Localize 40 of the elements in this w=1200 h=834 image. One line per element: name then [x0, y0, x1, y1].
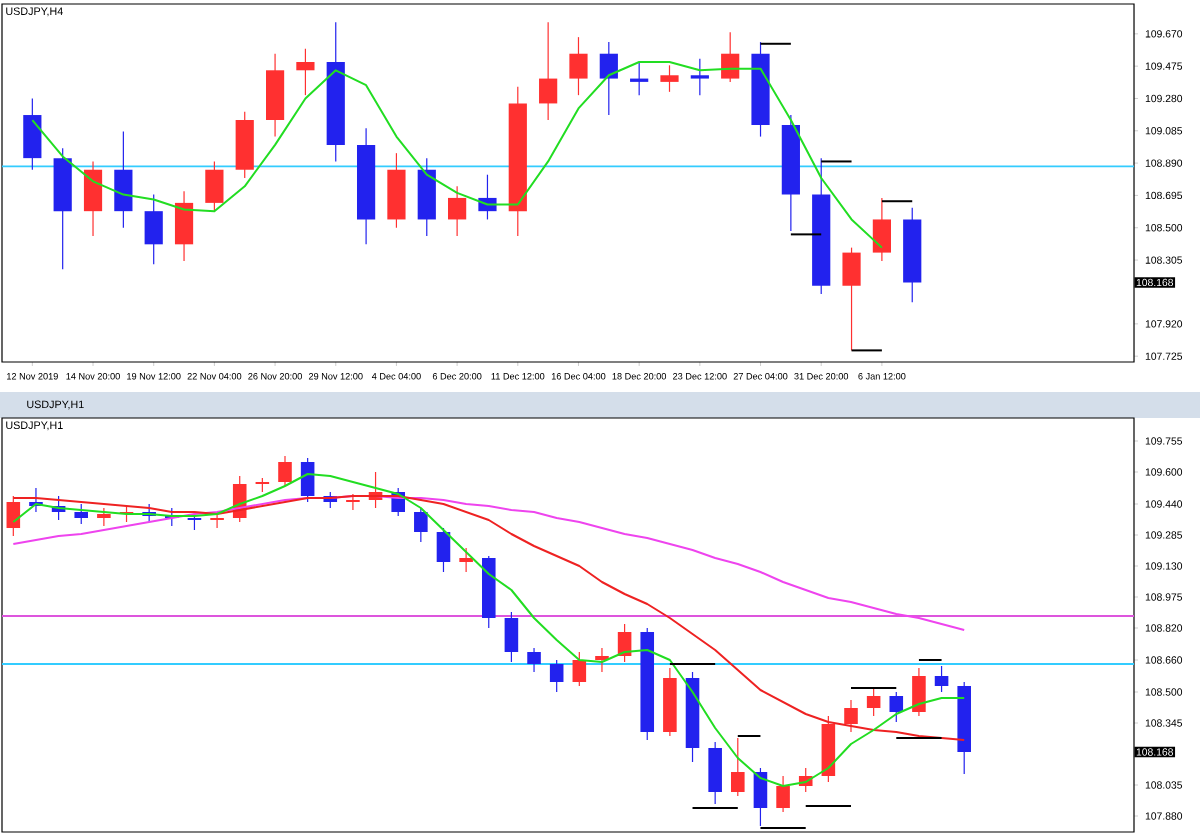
candlestick [414, 507, 428, 543]
candlestick [539, 21, 558, 121]
candlestick [595, 647, 609, 673]
candlestick [866, 687, 881, 717]
candlestick [660, 64, 679, 93]
candlestick [210, 513, 224, 529]
candlestick [569, 36, 588, 96]
candlestick [346, 493, 360, 511]
candlestick [174, 190, 194, 262]
candlestick [205, 160, 224, 212]
candlestick [83, 160, 103, 237]
candlestick [144, 193, 163, 265]
candlestick [872, 197, 891, 262]
candlestick [504, 611, 519, 663]
candlestick [572, 651, 587, 687]
candlestick [776, 775, 790, 813]
candlestick [549, 659, 564, 693]
candlestick [6, 495, 21, 537]
candlestick [74, 503, 89, 525]
candlestick [912, 667, 926, 717]
candlestick [300, 457, 315, 503]
candlestick [842, 247, 861, 351]
candlestick [114, 131, 133, 229]
candlestick [708, 741, 722, 805]
candlestick [721, 31, 740, 83]
candlestick [844, 699, 858, 733]
candlestick [436, 527, 451, 573]
candlestick [690, 58, 709, 96]
candlestick [459, 547, 473, 573]
candlestick [934, 665, 949, 693]
candlestick [599, 41, 618, 116]
candlestick [527, 647, 541, 673]
candlestick [296, 48, 315, 96]
candlestick [889, 691, 904, 723]
candlestick [731, 737, 745, 797]
candlestick [23, 97, 42, 171]
candlestick [278, 455, 292, 487]
candlestick [630, 61, 649, 96]
candlestick [97, 507, 111, 527]
candlestick [448, 185, 467, 237]
